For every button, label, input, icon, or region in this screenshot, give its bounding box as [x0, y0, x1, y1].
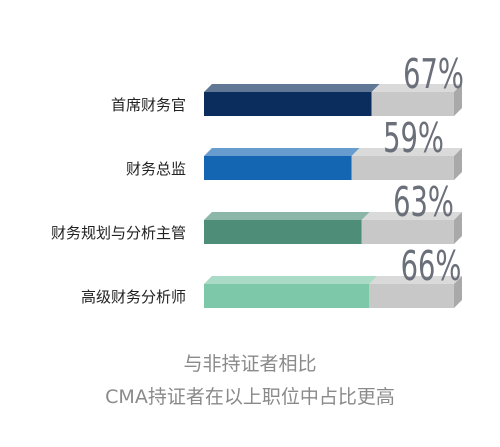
value-label: 59% — [383, 116, 444, 163]
bar-track-side — [454, 148, 462, 180]
bar-top — [204, 84, 380, 92]
value-label: 63% — [393, 180, 454, 227]
bar-chart: 首席财务官 67% 财务总监 59% 财务规划与分析主管 63% 高级财务分析师 66% — [51, 52, 464, 308]
bar-track-side — [454, 84, 462, 116]
category-label: 财务总监 — [126, 160, 186, 178]
bar-top — [204, 276, 377, 284]
value-label: 67% — [403, 52, 464, 99]
caption-line-2: CMA持证者在以上职位中占比更高 — [105, 386, 395, 408]
bar-track-side — [454, 276, 462, 308]
category-label: 高级财务分析师 — [81, 288, 186, 306]
bar — [204, 284, 369, 308]
bar-track-side — [454, 212, 462, 244]
bar — [204, 220, 362, 244]
bar — [204, 92, 372, 116]
caption-line-1: 与非持证者相比 — [183, 353, 317, 375]
bar — [204, 156, 352, 180]
category-label: 首席财务官 — [111, 96, 186, 114]
bar-top — [204, 148, 360, 156]
category-label: 财务规划与分析主管 — [51, 224, 186, 242]
value-label: 66% — [401, 244, 462, 291]
bar-top — [204, 212, 370, 220]
